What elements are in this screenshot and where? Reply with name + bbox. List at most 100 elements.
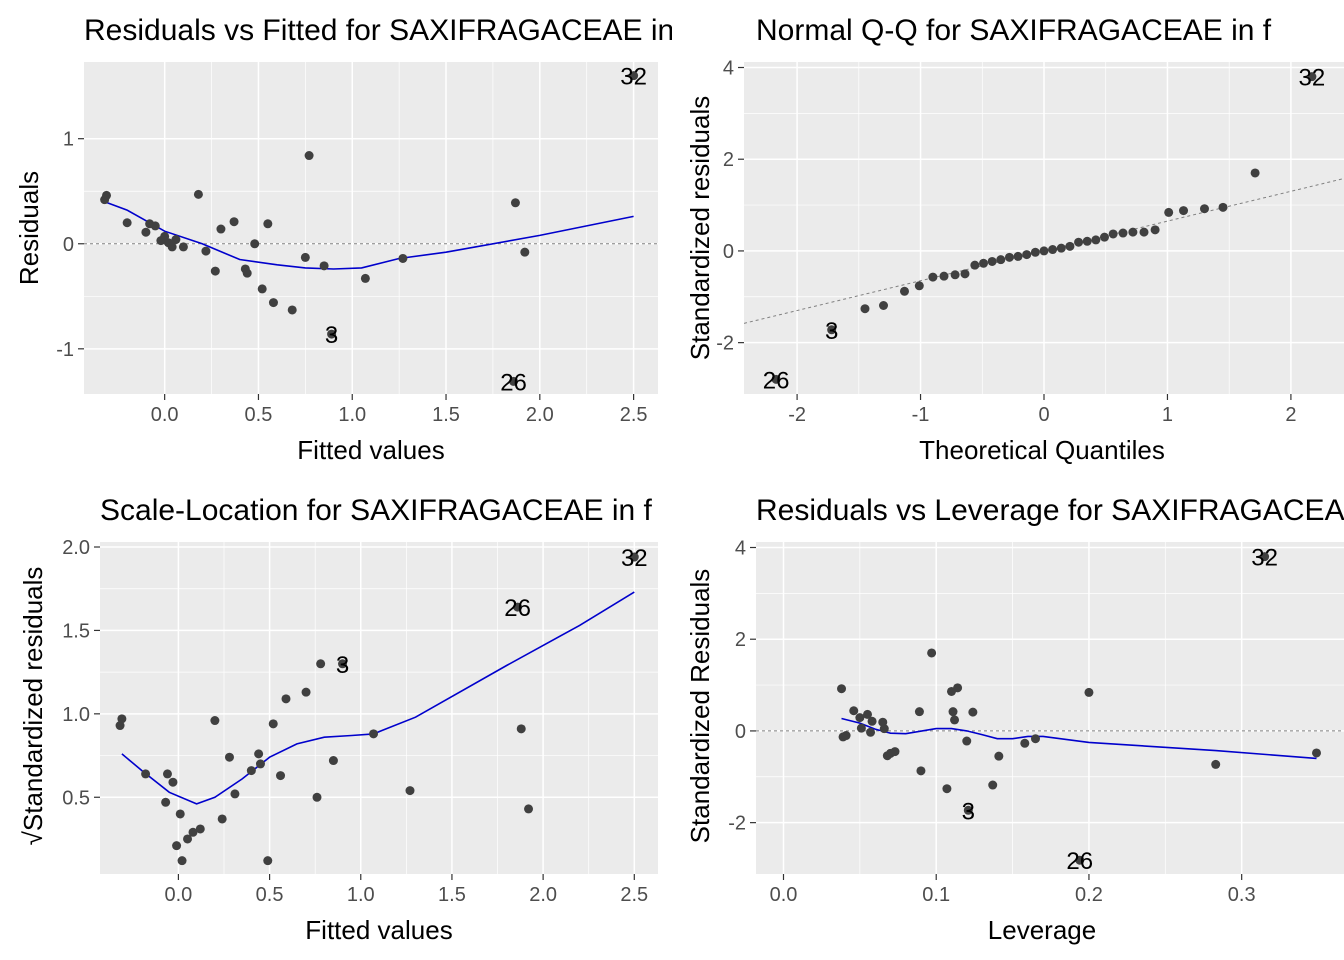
data-point — [1022, 250, 1032, 260]
data-point — [172, 841, 182, 851]
y-axis-label: Residuals — [14, 171, 44, 285]
outlier-point — [963, 805, 973, 815]
y-tick-label: 2 — [735, 629, 746, 651]
data-point — [953, 683, 963, 693]
x-tick-label: 0.5 — [245, 404, 273, 426]
y-tick-label: 0 — [723, 241, 734, 263]
data-point — [281, 694, 291, 704]
y-tick-label: 2.0 — [62, 537, 90, 559]
chart-panel-normal-qq: Normal Q-Q for SAXIFRAGACEAE in f 32326 … — [685, 14, 1344, 465]
x-tick-label: 0 — [1038, 404, 1049, 426]
data-point — [1082, 236, 1092, 246]
data-point — [1211, 759, 1221, 769]
data-point — [916, 766, 926, 776]
data-point — [167, 242, 177, 252]
outlier-label: 3 — [325, 322, 338, 349]
x-tick-label: 0.0 — [770, 884, 798, 906]
data-point — [1150, 225, 1160, 235]
data-point — [300, 252, 310, 262]
data-point — [1084, 687, 1094, 697]
data-point — [369, 729, 379, 739]
data-point — [879, 300, 889, 310]
data-point — [246, 766, 256, 776]
gridlines — [756, 542, 1344, 874]
data-point — [996, 255, 1006, 265]
data-point — [988, 780, 998, 790]
data-point — [860, 304, 870, 314]
plot-area — [756, 542, 1344, 874]
data-point — [276, 771, 286, 781]
outlier-point — [513, 602, 523, 612]
outlier-point — [327, 329, 337, 339]
data-point — [171, 235, 181, 245]
x-axis-label: Leverage — [988, 915, 1096, 945]
y-tick-label: 2 — [723, 149, 734, 171]
outlier-point — [1307, 72, 1317, 82]
x-tick-label: 0.0 — [165, 884, 193, 906]
data-point — [175, 809, 185, 819]
data-point — [948, 707, 958, 717]
data-point — [1099, 232, 1109, 242]
data-point — [1164, 207, 1174, 217]
data-point — [122, 218, 132, 228]
data-point — [257, 284, 267, 294]
gridlines — [100, 542, 658, 874]
x-tick-label: 0.2 — [1075, 884, 1103, 906]
outlier-label: 26 — [1066, 848, 1093, 875]
data-point — [229, 217, 239, 227]
data-point — [994, 751, 1004, 761]
data-point — [304, 151, 314, 161]
y-tick-label: -2 — [716, 333, 734, 355]
x-tick-label: -1 — [912, 404, 930, 426]
gridlines — [84, 62, 658, 394]
data-point — [928, 272, 938, 282]
data-point — [178, 242, 188, 252]
axis-ticks: 0.0 0.5 1.0 1.5 2.0 2.5 0.5 1.0 1.5 2.0 — [62, 537, 648, 906]
data-point — [950, 270, 960, 280]
y-tick-label: 0 — [735, 721, 746, 743]
data-point — [927, 648, 937, 658]
data-point — [879, 724, 889, 734]
data-point — [942, 784, 952, 794]
data-point — [216, 224, 226, 234]
outlier-label: 32 — [1251, 545, 1278, 572]
chart-panel-scale-location: Scale-Location for SAXIFRAGACEAE in f 32… — [18, 494, 658, 945]
data-point — [1074, 237, 1084, 247]
data-point — [1179, 206, 1189, 216]
data-point — [856, 723, 866, 733]
plot-area — [84, 62, 658, 394]
outlier-label: 26 — [763, 367, 790, 394]
data-point — [510, 198, 520, 208]
data-point — [316, 659, 326, 669]
data-point — [1039, 246, 1049, 256]
data-point — [301, 687, 311, 697]
data-point — [210, 266, 220, 276]
outlier-point — [1075, 855, 1085, 865]
outlier-point — [338, 659, 348, 669]
x-tick-label: 0.0 — [151, 404, 179, 426]
data-point — [188, 827, 198, 837]
chart-panel-resid-fitted: Residuals vs Fitted for SAXIFRAGACEAE in… — [14, 14, 672, 465]
y-axis-label: √Standardized residuals — [18, 567, 48, 846]
data-point — [201, 246, 211, 256]
plot-marks: 32 3 26 — [84, 64, 658, 394]
outlier-label: 32 — [620, 64, 647, 91]
data-point — [960, 269, 970, 279]
plot-marks: 32 3 26 — [756, 545, 1344, 875]
outlier-point — [771, 374, 781, 384]
x-tick-label: 2.0 — [526, 404, 554, 426]
data-point — [161, 797, 171, 807]
data-point — [979, 258, 989, 268]
data-point — [1030, 247, 1040, 257]
data-point — [1118, 228, 1128, 238]
data-point — [1030, 734, 1040, 744]
x-tick-label: 1 — [1162, 404, 1173, 426]
data-point — [1312, 748, 1322, 758]
x-axis-label: Fitted values — [305, 915, 452, 945]
x-tick-label: 2.5 — [620, 404, 648, 426]
outlier-label: 3 — [962, 798, 975, 825]
y-tick-label: 0.5 — [62, 787, 90, 809]
plot-marks: 32 26 3 — [115, 545, 648, 866]
data-point — [150, 221, 160, 231]
data-point — [102, 190, 112, 200]
